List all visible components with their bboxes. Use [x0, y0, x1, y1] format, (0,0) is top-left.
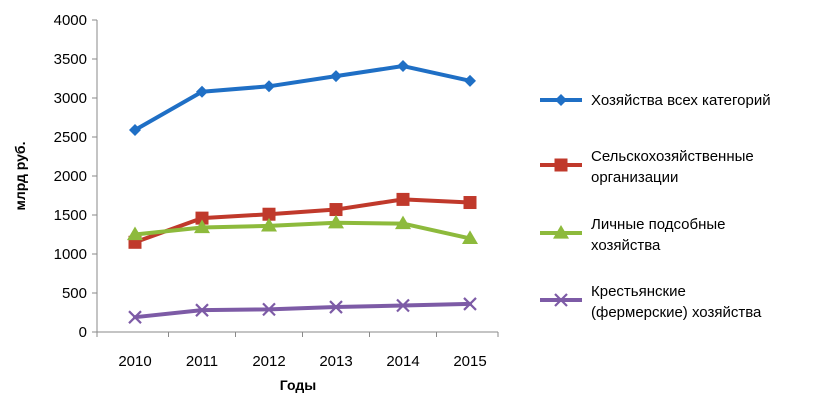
y-tick-label: 3500: [54, 51, 87, 68]
series-line: [133, 64, 472, 132]
data-point-stroke: [329, 300, 343, 314]
x-tick-label: 2015: [453, 353, 486, 370]
legend-swatch-marker: [555, 94, 567, 106]
series-layer: [127, 60, 478, 324]
data-point: [396, 192, 410, 206]
series-1: [129, 60, 476, 136]
y-axis-title: млрд руб.: [12, 142, 28, 211]
y-tick-label: 0: [79, 324, 87, 341]
data-point: [196, 85, 208, 98]
series-line: [133, 220, 472, 241]
legend-label-line: (фермерские) хозяйства: [591, 304, 762, 321]
x-tick-label: 2012: [252, 353, 285, 370]
x-tick-label: 2010: [118, 353, 151, 370]
data-point: [463, 297, 477, 311]
x-axis-title: Годы: [280, 377, 316, 393]
data-point: [395, 215, 411, 230]
data-point-stroke: [463, 297, 477, 311]
data-point: [195, 303, 209, 317]
data-point: [328, 214, 344, 229]
legend-item: Личные подсобные хозяйства: [540, 216, 726, 254]
data-point: [464, 74, 476, 87]
legend-label-line: Личные подсобные: [591, 216, 726, 233]
y-tick-label: 2500: [54, 129, 87, 146]
data-point: [129, 123, 141, 136]
legend-label-line: Крестьянские: [591, 283, 686, 300]
y-tick-label: 2000: [54, 168, 87, 185]
y-tick-label: 4000: [54, 12, 87, 29]
legend-swatch-marker: [553, 225, 569, 239]
data-point: [329, 300, 343, 314]
legend-item: Крестьянские (фермерские) хозяйства: [540, 283, 762, 321]
x-tick-label: 2013: [319, 353, 352, 370]
y-tick-label: 1000: [54, 246, 87, 263]
legend: Хозяйства всех категорий Сельскохозяйстве…: [540, 92, 771, 321]
data-point: [262, 302, 276, 317]
data-point: [396, 298, 410, 313]
data-point: [463, 196, 477, 210]
data-point: [261, 217, 277, 232]
legend-label: Личные подсобные хозяйства: [591, 216, 726, 254]
legend-swatch-marker: [554, 158, 568, 172]
series-2: [128, 192, 477, 249]
x-tick-label: 2014: [386, 353, 419, 370]
legend-label-line: хозяйства: [591, 237, 661, 254]
data-point: [330, 70, 342, 83]
data-point-stroke: [396, 298, 410, 313]
legend-label: Крестьянские (фермерские) хозяйства: [591, 283, 762, 321]
legend-label-line: Сельскохозяйственные: [591, 148, 754, 165]
data-point: [397, 60, 409, 73]
legend-label: Хозяйства всех категорий: [591, 92, 771, 109]
x-tick-label: 2011: [186, 353, 218, 370]
data-point: [329, 203, 343, 217]
legend-label: Сельскохозяйственные организации: [591, 148, 754, 186]
series-line: [133, 301, 472, 320]
data-point: [127, 226, 143, 241]
data-point: [462, 230, 478, 244]
legend-swatch-marker: [554, 293, 568, 307]
legend-label-line: Хозяйства всех категорий: [591, 92, 771, 109]
data-point: [195, 211, 209, 225]
data-point-stroke: [195, 303, 209, 317]
data-point: [262, 207, 276, 221]
legend-item: Сельскохозяйственные организации: [540, 148, 754, 186]
legend-swatch-marker-stroke: [554, 293, 568, 307]
y-tick-label: 3000: [54, 90, 87, 107]
y-tick-label: 500: [62, 285, 87, 302]
data-point: [194, 219, 210, 234]
series-4: [128, 297, 477, 324]
y-tick-label: 1500: [54, 207, 87, 224]
data-point-stroke: [262, 302, 276, 317]
data-point-stroke: [128, 310, 142, 324]
series-line: [133, 197, 472, 245]
legend-item: Хозяйства всех категорий: [540, 92, 771, 109]
legend-label-line: организации: [591, 169, 678, 186]
data-point: [263, 80, 275, 93]
data-point: [128, 310, 142, 324]
chart-axes: 0 500 1000 1500 2000 2500 3000 3500 4000 2010 2011…: [54, 12, 499, 370]
series-3: [127, 214, 478, 244]
